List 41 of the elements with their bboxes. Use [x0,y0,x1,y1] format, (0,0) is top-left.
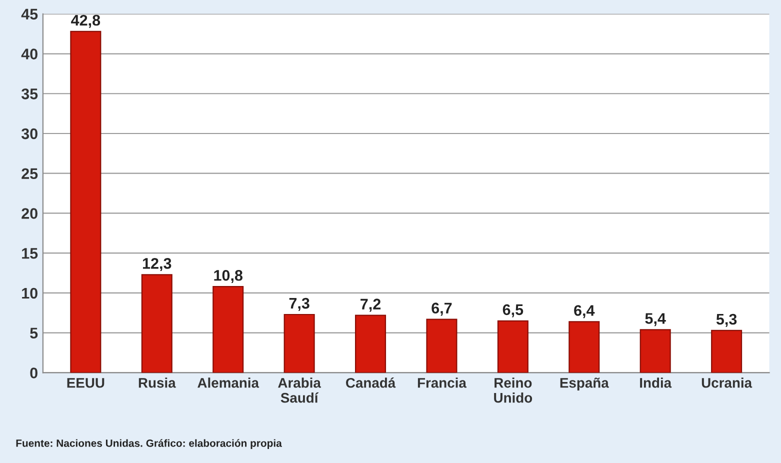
bar [640,329,671,373]
y-tick-label: 35 [21,88,38,100]
data-label: 7,3 [289,298,310,311]
x-tick-label: Alemania [198,378,260,388]
data-label: 10,8 [214,270,242,284]
bar [355,314,386,373]
source-note: Fuente: Naciones Unidas. Gráfico: elaboración propia [16,439,282,449]
x-tick-label: Francia [418,378,467,388]
data-label: 5,3 [716,314,737,327]
data-label: 5,4 [645,313,666,326]
data-label: 6,5 [502,304,524,318]
data-label: 12,3 [142,258,172,272]
data-label: 7,2 [360,298,381,312]
x-tick-label: Rusia [138,378,176,388]
y-tick-label: 45 [21,8,38,20]
x-tick-label: Reino Unido [494,378,532,403]
y-tick-label: 0 [30,368,38,378]
bar [284,314,315,373]
x-tick-label: EEUU [67,378,104,388]
y-tick-label: 5 [30,328,38,339]
bar [70,30,102,373]
bar [141,274,172,373]
y-tick-label: 20 [22,208,38,219]
bar [426,318,458,373]
bar [497,320,528,373]
bar [568,321,600,373]
data-label: 6,4 [574,305,595,318]
y-tick-label: 15 [22,248,38,259]
y-tick-label: 25 [22,168,38,180]
bar [212,286,244,373]
data-label: 42,8 [71,14,100,28]
x-tick-label: Ucrania [702,378,752,388]
x-tick-label: Canadá [346,377,396,388]
data-label: 6,7 [432,302,452,316]
y-tick-label: 30 [21,128,38,140]
bar [711,330,742,373]
y-tick-label: 40 [21,48,38,60]
x-tick-label: España [560,378,609,391]
x-tick-label: India [640,378,672,388]
y-tick-label: 10 [22,288,38,299]
x-tick-label: Arabia Saudí [278,378,322,403]
